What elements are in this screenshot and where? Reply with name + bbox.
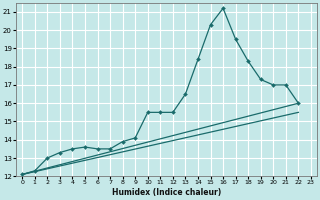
- X-axis label: Humidex (Indice chaleur): Humidex (Indice chaleur): [112, 188, 221, 197]
